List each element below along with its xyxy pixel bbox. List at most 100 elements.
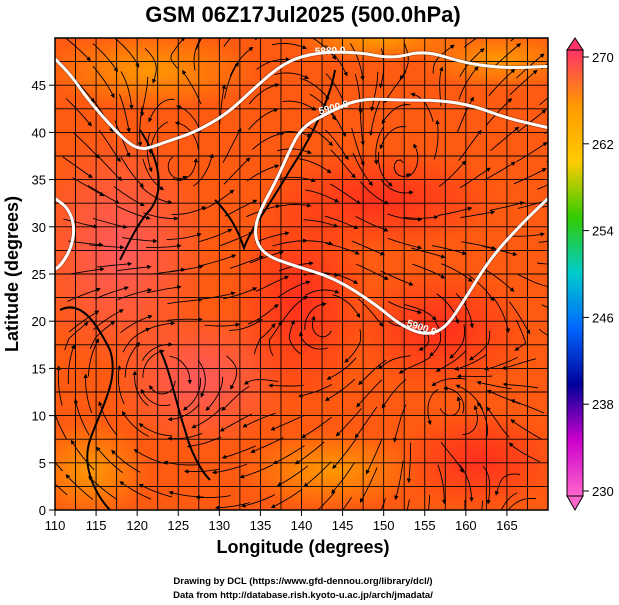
streamline <box>250 437 284 453</box>
streamline <box>203 189 235 210</box>
streamline <box>219 231 254 247</box>
streamline <box>309 93 337 121</box>
streamline <box>67 287 101 302</box>
streamline <box>212 463 247 475</box>
streamline <box>486 406 510 438</box>
streamline <box>537 262 548 265</box>
streamline <box>413 329 430 351</box>
streamline <box>406 499 410 510</box>
streamline <box>488 68 516 97</box>
streamline <box>509 69 538 96</box>
streamline <box>83 373 93 414</box>
streamline <box>325 44 348 77</box>
colorbar-top-arrow <box>566 37 584 51</box>
colorbar-ticks: 270 262 254 246 238 230 <box>583 50 614 499</box>
streamline <box>538 240 548 243</box>
streamline <box>483 161 516 181</box>
x-tick-label: 145 <box>332 518 354 533</box>
x-tick-label: 120 <box>126 518 148 533</box>
streamline <box>253 323 276 355</box>
streamline <box>501 358 537 370</box>
streamline <box>62 156 93 179</box>
streamline <box>96 261 133 268</box>
streamline <box>393 159 412 178</box>
streamline <box>120 156 144 188</box>
streamline <box>142 349 165 378</box>
streamline <box>277 148 312 154</box>
streamline <box>324 272 359 284</box>
streamline <box>170 38 186 69</box>
streamline <box>406 442 412 484</box>
streamline <box>431 378 466 387</box>
streamline <box>92 217 128 229</box>
streamline <box>484 356 518 371</box>
streamline <box>248 83 280 105</box>
streamline <box>317 492 335 510</box>
streamline <box>459 167 491 189</box>
streamline <box>96 446 124 474</box>
streamline <box>467 274 495 302</box>
streamline <box>459 464 474 502</box>
streamline <box>193 38 205 71</box>
streamline <box>368 97 382 137</box>
streamline <box>502 382 539 389</box>
streamline <box>140 321 176 334</box>
streamline <box>55 461 63 472</box>
streamline <box>219 413 253 432</box>
streamline <box>148 98 175 123</box>
streamline <box>510 399 545 414</box>
streamline <box>441 263 473 283</box>
streamline <box>403 215 439 220</box>
streamline <box>193 153 214 187</box>
streamline <box>359 467 378 503</box>
streamline <box>325 242 360 255</box>
streamline <box>272 445 305 465</box>
streamline <box>146 285 182 294</box>
y-tick-label: 25 <box>32 267 46 282</box>
y-tick-label: 15 <box>32 361 46 376</box>
streamline <box>440 441 464 473</box>
streamline <box>282 100 317 111</box>
streamline <box>224 61 239 99</box>
streamline <box>516 142 548 163</box>
streamline <box>324 215 359 230</box>
streamline <box>116 365 125 405</box>
streamline <box>398 356 432 374</box>
streamline <box>167 297 203 305</box>
streamline <box>65 474 94 500</box>
streamline <box>410 92 434 122</box>
streamline <box>182 377 202 411</box>
streamline <box>69 267 105 275</box>
streamline <box>67 344 76 384</box>
streamline <box>380 270 414 286</box>
streamline <box>332 294 361 319</box>
y-axis: 0 5 10 15 20 25 30 35 40 45 <box>32 78 55 518</box>
x-tick-label: 130 <box>208 518 230 533</box>
streamline <box>357 298 384 327</box>
streamline <box>412 263 446 279</box>
streamline <box>120 314 153 334</box>
streamline <box>435 350 467 372</box>
streamline <box>241 494 276 508</box>
x-tick-label: 135 <box>250 518 272 533</box>
streamline <box>513 168 547 185</box>
streamline <box>324 129 349 161</box>
streamline <box>168 264 204 273</box>
streamline <box>449 324 465 359</box>
streamline <box>277 465 309 486</box>
streamline <box>464 499 466 510</box>
streamline <box>476 380 512 390</box>
x-tick-label: 160 <box>455 518 477 533</box>
streamline <box>140 388 171 407</box>
streamline <box>92 65 115 99</box>
streamline <box>63 218 99 229</box>
streamline <box>55 412 67 440</box>
streamline <box>140 76 149 117</box>
streamline <box>427 389 439 426</box>
colorbar-tick-label: 246 <box>592 310 614 325</box>
streamline <box>350 43 365 81</box>
streamline <box>229 255 264 269</box>
y-tick-label: 10 <box>32 409 46 424</box>
